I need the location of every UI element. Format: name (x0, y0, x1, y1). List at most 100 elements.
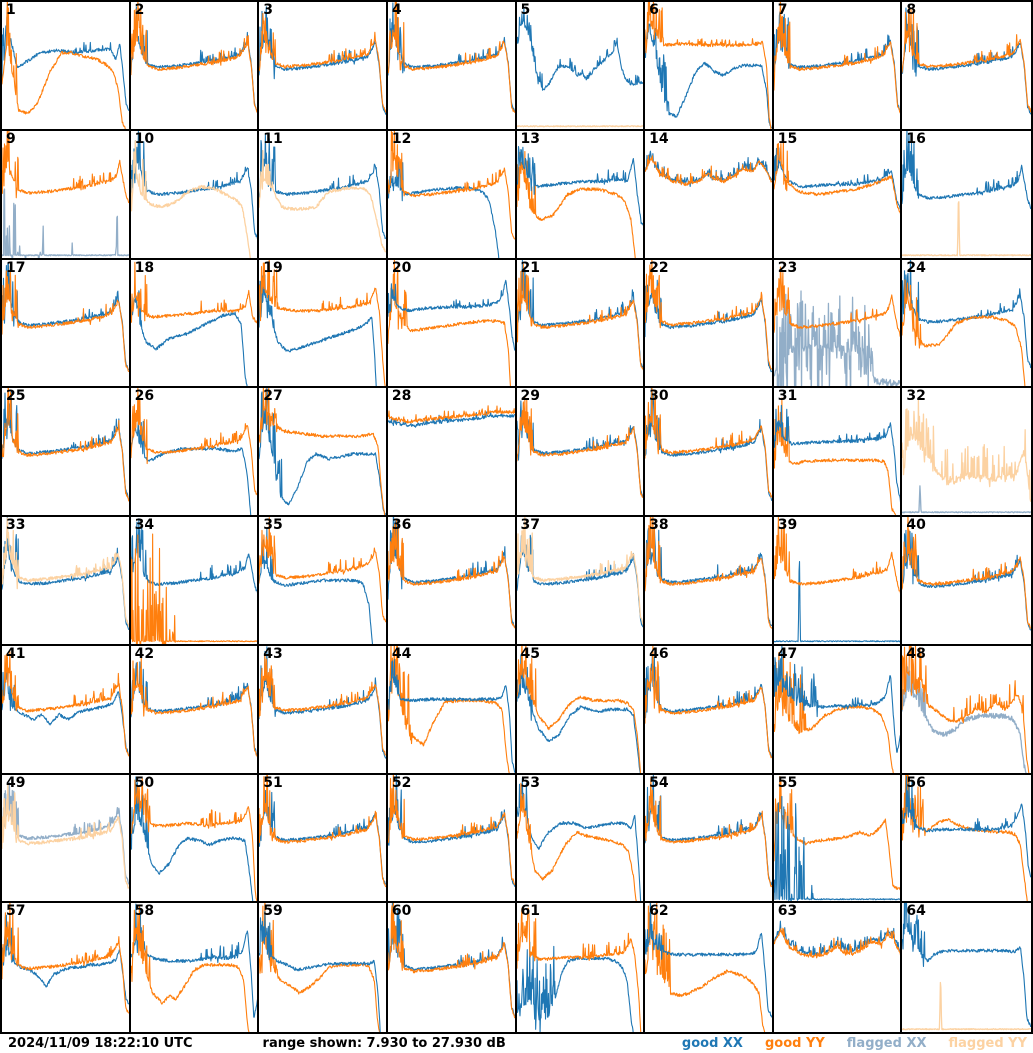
spectrum-panel-8[interactable]: 8 (902, 2, 1031, 131)
spectrum-panel-50[interactable]: 50 (130, 774, 260, 904)
spectrum-panel-49[interactable]: 49 (2, 774, 131, 904)
spectrum-panel-2[interactable]: 2 (130, 2, 260, 131)
spectrum-line-gXX (259, 388, 386, 515)
spectrum-line-gYY (516, 907, 641, 1032)
spectrum-panel-31[interactable]: 31 (773, 388, 903, 517)
panel-number: 24 (906, 259, 926, 276)
spectrum-panel-54[interactable]: 54 (645, 774, 774, 904)
spectrum-plot (2, 261, 129, 372)
spectrum-panel-59[interactable]: 59 (259, 903, 388, 1032)
spectrum-panel-51[interactable]: 51 (259, 774, 388, 904)
spectrum-line-gYY (645, 645, 772, 758)
spectrum-panel-15[interactable]: 15 (773, 130, 903, 260)
spectrum-panel-7[interactable]: 7 (773, 2, 903, 131)
spectrum-panel-48[interactable]: 48 (902, 645, 1031, 775)
spectrum-line-gXX (259, 527, 374, 644)
spectrum-panel-60[interactable]: 60 (387, 903, 517, 1032)
legend-flagged-yy: flagged YY (948, 1036, 1028, 1051)
spectrum-line-gYY (2, 263, 129, 372)
spectrum-panel-44[interactable]: 44 (387, 645, 517, 775)
spectrum-panel-35[interactable]: 35 (259, 517, 388, 646)
spectrum-panel-11[interactable]: 11 (259, 130, 388, 260)
spectrum-panel-39[interactable]: 39 (773, 517, 903, 646)
spectrum-panel-22[interactable]: 22 (645, 259, 774, 389)
spectrum-panel-55[interactable]: 55 (773, 774, 903, 904)
spectrum-panel-36[interactable]: 36 (387, 517, 517, 646)
spectrum-line-gYY (773, 2, 901, 115)
spectrum-panel-53[interactable]: 53 (516, 774, 646, 904)
spectrum-panel-52[interactable]: 52 (387, 774, 517, 904)
spectrum-panel-64[interactable]: 64 (902, 903, 1031, 1032)
spectrum-plot (516, 907, 641, 1032)
spectrum-line-gYY (387, 645, 510, 773)
spectrum-line-gYY (259, 774, 386, 887)
spectrum-panel-19[interactable]: 19 (259, 259, 388, 389)
spectrum-panel-61[interactable]: 61 (516, 903, 646, 1032)
spectrum-panel-3[interactable]: 3 (259, 2, 388, 131)
spectrum-panel-12[interactable]: 12 (387, 130, 517, 260)
panel-number: 41 (6, 645, 26, 662)
spectrum-line-gXX (516, 400, 644, 498)
spectrum-panel-28[interactable]: 28 (387, 388, 517, 517)
spectrum-panel-24[interactable]: 24 (902, 259, 1031, 389)
spectrum-panel-23[interactable]: 23 (773, 259, 903, 389)
spectrum-panel-41[interactable]: 41 (2, 645, 131, 775)
spectrum-plot (902, 774, 1031, 902)
spectrum-panel-34[interactable]: 34 (130, 517, 260, 646)
spectrum-line-gYY (130, 656, 258, 758)
spectrum-panel-9[interactable]: 9 (2, 130, 131, 260)
spectrum-plot (902, 903, 1031, 1031)
spectrum-panel-5[interactable]: 5 (516, 2, 646, 131)
spectrum-panel-10[interactable]: 10 (130, 130, 260, 260)
spectrum-panel-42[interactable]: 42 (130, 645, 260, 775)
spectrum-panel-29[interactable]: 29 (516, 388, 646, 517)
spectrum-panel-56[interactable]: 56 (902, 774, 1031, 904)
spectrum-panel-45[interactable]: 45 (516, 645, 646, 775)
spectrum-plot (130, 2, 258, 114)
spectrum-panel-16[interactable]: 16 (902, 130, 1031, 260)
spectrum-panel-4[interactable]: 4 (387, 2, 517, 131)
spectrum-panel-30[interactable]: 30 (645, 388, 774, 517)
spectrum-line-gYY (902, 278, 1026, 387)
spectrum-panel-58[interactable]: 58 (130, 903, 260, 1032)
spectrum-panel-40[interactable]: 40 (902, 517, 1031, 646)
spectrum-panel-57[interactable]: 57 (2, 903, 131, 1032)
panel-number: 43 (263, 645, 283, 662)
spectrum-panel-37[interactable]: 37 (516, 517, 646, 646)
spectrum-panel-46[interactable]: 46 (645, 645, 774, 775)
spectrum-line-gXX (130, 775, 253, 902)
spectrum-panel-20[interactable]: 20 (387, 259, 517, 389)
spectrum-panel-18[interactable]: 18 (130, 259, 260, 389)
spectrum-panel-25[interactable]: 25 (2, 388, 131, 517)
spectrum-panel-27[interactable]: 27 (259, 388, 388, 517)
spectrum-panel-63[interactable]: 63 (773, 903, 903, 1032)
spectrum-panel-14[interactable]: 14 (645, 130, 774, 260)
spectrum-line-fYY (516, 125, 644, 128)
spectrum-panel-21[interactable]: 21 (516, 259, 646, 389)
spectrum-panel-43[interactable]: 43 (259, 645, 388, 775)
spectrum-plot (387, 259, 515, 387)
spectrum-plot (2, 781, 129, 889)
spectrum-panel-38[interactable]: 38 (645, 517, 774, 646)
spectrum-panel-32[interactable]: 32 (902, 388, 1031, 517)
spectrum-panel-6[interactable]: 6 (645, 2, 774, 131)
spectrum-panel-26[interactable]: 26 (130, 388, 260, 517)
spectrum-panel-33[interactable]: 33 (2, 517, 131, 646)
spectrum-panel-1[interactable]: 1 (2, 2, 131, 131)
spectrum-plot (645, 2, 772, 129)
spectrum-line-fYY (2, 517, 129, 627)
spectrum-plot (130, 388, 258, 515)
spectrum-panel-62[interactable]: 62 (645, 903, 774, 1032)
spectrum-line-gYY (902, 774, 1029, 902)
spectrum-line-gXX (773, 405, 901, 505)
spectrum-panel-13[interactable]: 13 (516, 130, 646, 260)
panel-number: 19 (263, 259, 283, 276)
spectrum-line-gYY (645, 259, 772, 370)
spectrum-line-gYY (130, 2, 258, 114)
panel-number: 30 (649, 388, 669, 405)
spectrum-panel-17[interactable]: 17 (2, 259, 131, 389)
panel-number: 1 (6, 2, 16, 18)
spectrum-panel-47[interactable]: 47 (773, 645, 903, 775)
spectrum-plot (2, 517, 129, 631)
spectrum-plot (645, 388, 772, 502)
